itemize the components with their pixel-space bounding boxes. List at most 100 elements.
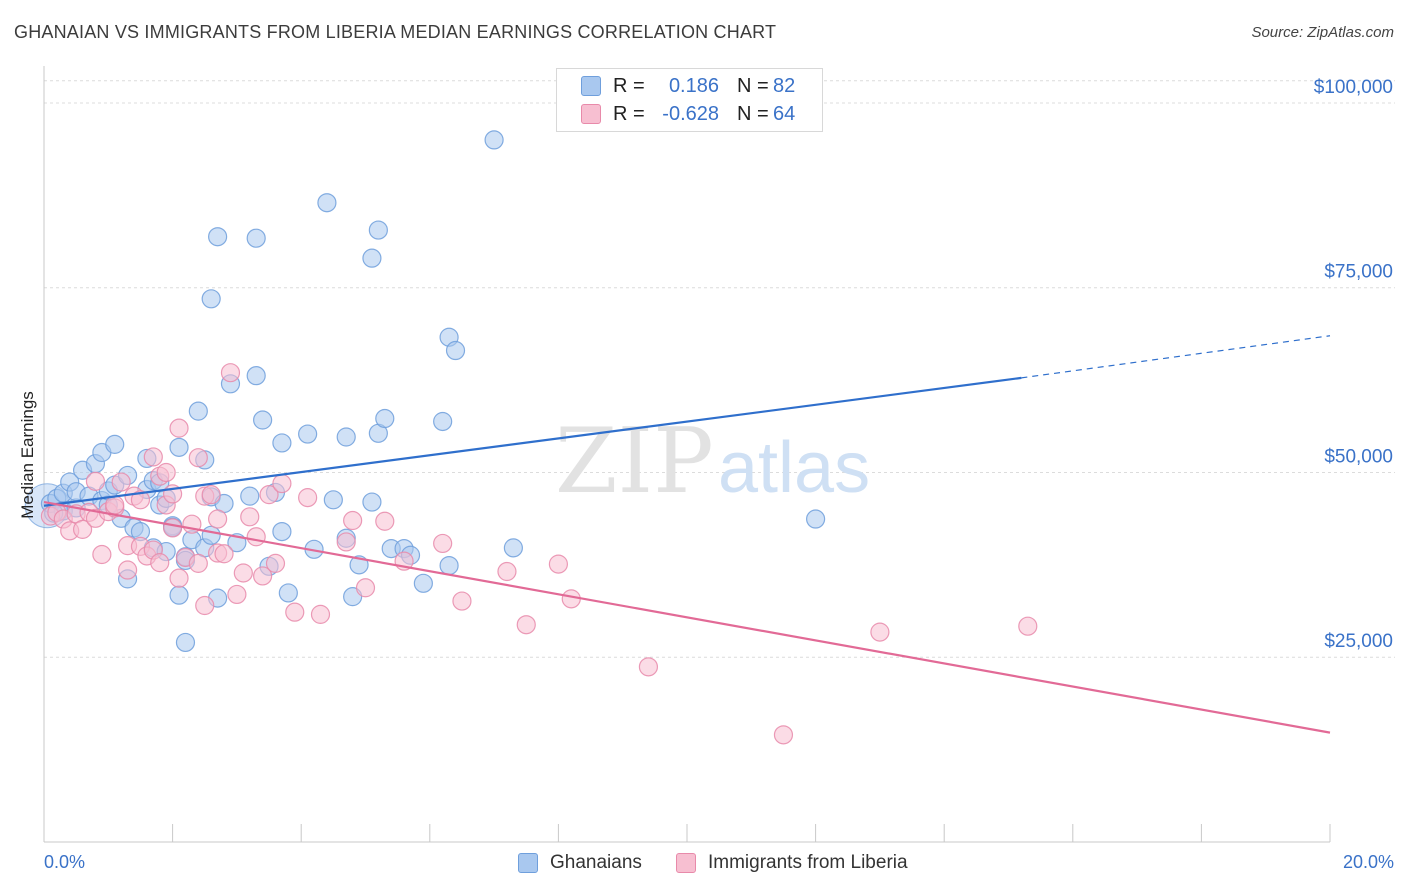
data-point [105, 434, 125, 454]
data-point [175, 632, 196, 653]
y-tick-label: $75,000 [1324, 262, 1393, 283]
data-point [214, 544, 234, 564]
data-point [201, 289, 221, 309]
data-point [259, 485, 279, 505]
y-tick-label: $100,000 [1314, 77, 1393, 98]
correlation-legend: R = 0.186 N = 82 R = -0.628 N = 64 [556, 68, 823, 132]
data-point [278, 583, 298, 603]
r-value: -0.628 [662, 102, 719, 125]
data-point [195, 595, 215, 616]
blue-swatch [581, 76, 601, 96]
data-point [130, 490, 151, 510]
data-point [375, 511, 395, 531]
data-point [246, 228, 266, 248]
data-point [169, 418, 189, 438]
data-point [188, 448, 208, 468]
blue-swatch [518, 853, 538, 873]
n-value: 82 [773, 74, 796, 97]
data-point [117, 560, 138, 580]
r-value: 0.186 [668, 74, 719, 97]
pink-swatch [676, 853, 696, 873]
x-tick-max: 20.0% [1342, 852, 1394, 872]
data-point [111, 472, 131, 492]
watermark-zip: ZIP [555, 409, 714, 514]
data-point [233, 563, 253, 583]
data-point [169, 568, 189, 588]
data-point [253, 566, 273, 586]
data-point [503, 538, 523, 558]
y-tick-label: $25,000 [1324, 631, 1393, 652]
data-point [253, 410, 273, 430]
data-point [188, 401, 208, 421]
trend-line-ghanaians-extension [1021, 335, 1331, 379]
data-point [548, 554, 569, 574]
legend-label: Immigrants from Liberia [708, 852, 908, 873]
data-point [336, 532, 356, 552]
data-point [201, 485, 221, 505]
data-point [272, 433, 292, 453]
data-point [246, 366, 266, 386]
data-point [433, 533, 453, 554]
data-point [150, 553, 170, 573]
data-point [445, 340, 466, 361]
data-point [413, 573, 433, 593]
data-point [246, 527, 266, 547]
data-point [298, 488, 318, 508]
data-point [310, 604, 331, 624]
y-tick-label: $50,000 [1324, 446, 1393, 467]
data-point [227, 584, 247, 605]
trend-line-ghanaians [43, 376, 1022, 507]
data-points [24, 130, 1038, 745]
y-tick-labels: $25,000 $50,000 $75,000 $100,000 [1314, 77, 1393, 652]
n-label: N = [737, 102, 769, 125]
legend-item-liberia: Immigrants from Liberia [676, 852, 908, 874]
data-point [285, 602, 305, 622]
data-point [240, 507, 260, 527]
legend-item-ghanaians: Ghanaians [518, 852, 642, 874]
source-label: Source: ZipAtlas.com [1251, 24, 1394, 41]
trend-line-liberia [43, 500, 1331, 734]
n-value: 64 [773, 102, 796, 125]
data-point [368, 220, 388, 240]
legend-label: Ghanaians [550, 852, 642, 873]
data-point [323, 490, 343, 510]
data-point [439, 555, 459, 576]
data-point [497, 561, 517, 582]
data-point [265, 553, 286, 573]
data-point [362, 248, 382, 268]
data-point [220, 363, 241, 383]
data-point [92, 544, 112, 565]
data-point [208, 509, 228, 529]
data-point [143, 447, 163, 467]
data-point [208, 227, 228, 247]
legend-row-liberia: R = -0.628 N = 64 [581, 101, 795, 127]
y-axis-label: Median Earnings [18, 391, 37, 519]
data-point [188, 553, 208, 573]
data-point [375, 408, 395, 429]
x-tick-min: 0.0% [44, 852, 86, 872]
series-legend: Ghanaians Immigrants from Liberia [0, 852, 1406, 878]
data-point [85, 471, 106, 491]
data-point [201, 525, 221, 545]
data-point [870, 622, 890, 642]
data-point [773, 725, 794, 745]
data-point [561, 589, 581, 609]
r-label: R = [613, 74, 645, 97]
data-point [1018, 616, 1038, 636]
data-point [156, 462, 176, 483]
n-label: N = [737, 74, 769, 97]
data-point [72, 519, 93, 539]
pink-swatch [581, 104, 601, 124]
data-point [638, 657, 659, 677]
trend-lines [43, 335, 1331, 734]
data-point [516, 615, 536, 635]
data-point [272, 473, 292, 494]
data-point [317, 193, 337, 213]
data-point [805, 509, 826, 529]
data-point [272, 521, 292, 542]
chart-title: GHANAIAN VS IMMIGRANTS FROM LIBERIA MEDI… [14, 22, 777, 42]
watermark-atlas: atlas [718, 428, 870, 508]
data-point [452, 591, 472, 611]
data-point [336, 427, 356, 447]
